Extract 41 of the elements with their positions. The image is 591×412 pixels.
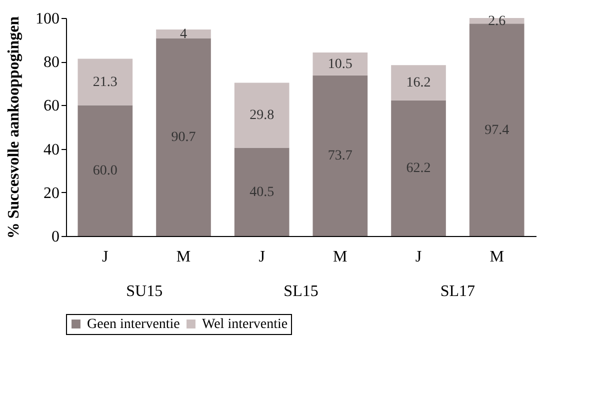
legend-label: Geen interventie (87, 317, 180, 332)
x-tick-label: J (102, 248, 108, 266)
bar (391, 100, 446, 236)
y-tick-label: 60 (44, 98, 60, 115)
bar (234, 148, 290, 236)
data-label: 10.5 (328, 56, 352, 72)
y-axis-title: % Succesvolle aankooppogingen (6, 16, 22, 239)
y-tick-label: 0 (52, 228, 60, 246)
data-label: 29.8 (250, 108, 274, 124)
data-label: 40.5 (250, 184, 274, 200)
bar (78, 58, 133, 106)
data-label: 2.6 (488, 14, 506, 29)
x-tick-label: J (258, 248, 265, 266)
y-tick-label: 100 (36, 10, 60, 28)
y-tick-label: 40 (44, 141, 60, 158)
text: SU15 (126, 283, 163, 300)
x-tick-label: J (415, 248, 422, 266)
x-tick-label: M (176, 248, 191, 266)
data-label: 90.7 (171, 130, 196, 146)
bar (469, 24, 524, 236)
bar (312, 52, 368, 76)
x-tick-label: M (490, 248, 504, 266)
x-tick-label: M (333, 248, 348, 266)
data-label: 97.4 (484, 122, 510, 138)
data-label: 62.2 (406, 161, 431, 176)
bar (234, 82, 290, 148)
data-label: 60.0 (92, 164, 118, 179)
bar (156, 30, 211, 38)
bar (78, 105, 133, 236)
y-tick-label: 80 (44, 54, 60, 72)
bar (312, 75, 368, 236)
data-label: 73.7 (328, 148, 352, 164)
y-tick-label: 20 (44, 184, 60, 202)
bar (156, 38, 211, 236)
legend-label: Wel interventie (202, 317, 288, 332)
text: SL17 (440, 283, 476, 300)
bar (391, 65, 446, 100)
data-label: 4 (180, 26, 187, 42)
text: SL15 (284, 283, 318, 300)
data-label: 16.2 (406, 76, 431, 91)
data-label: 21.3 (92, 74, 118, 90)
